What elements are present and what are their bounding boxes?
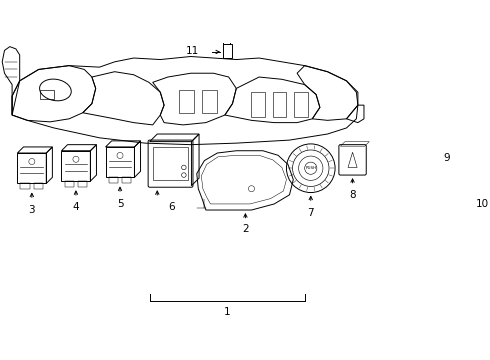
- Bar: [383, 150, 392, 168]
- Bar: [396, 150, 405, 168]
- Bar: [105, 147, 134, 177]
- Bar: [65, 181, 74, 187]
- Bar: [273, 92, 287, 117]
- Text: 6: 6: [169, 202, 175, 212]
- Bar: [153, 147, 188, 180]
- Text: 5: 5: [117, 199, 123, 208]
- Bar: [422, 150, 431, 168]
- Bar: [21, 183, 29, 189]
- Bar: [61, 151, 90, 181]
- Text: 11: 11: [186, 46, 199, 56]
- Bar: [202, 90, 217, 113]
- Text: PUSH: PUSH: [305, 166, 317, 170]
- Text: 3: 3: [28, 205, 35, 215]
- Text: 10: 10: [476, 199, 489, 210]
- Text: 2: 2: [242, 224, 249, 234]
- Bar: [179, 90, 195, 113]
- Text: 9: 9: [444, 153, 450, 163]
- Bar: [409, 150, 418, 168]
- Text: 8: 8: [349, 190, 356, 200]
- Bar: [222, 44, 232, 58]
- Text: 7: 7: [307, 208, 314, 218]
- Bar: [109, 177, 118, 183]
- Text: 1: 1: [224, 307, 230, 317]
- Bar: [40, 90, 54, 99]
- Bar: [78, 181, 87, 187]
- Text: 4: 4: [73, 202, 79, 212]
- Bar: [294, 92, 308, 117]
- Bar: [34, 183, 43, 189]
- Bar: [122, 177, 131, 183]
- Bar: [18, 153, 46, 183]
- Bar: [223, 41, 230, 44]
- Bar: [251, 92, 265, 117]
